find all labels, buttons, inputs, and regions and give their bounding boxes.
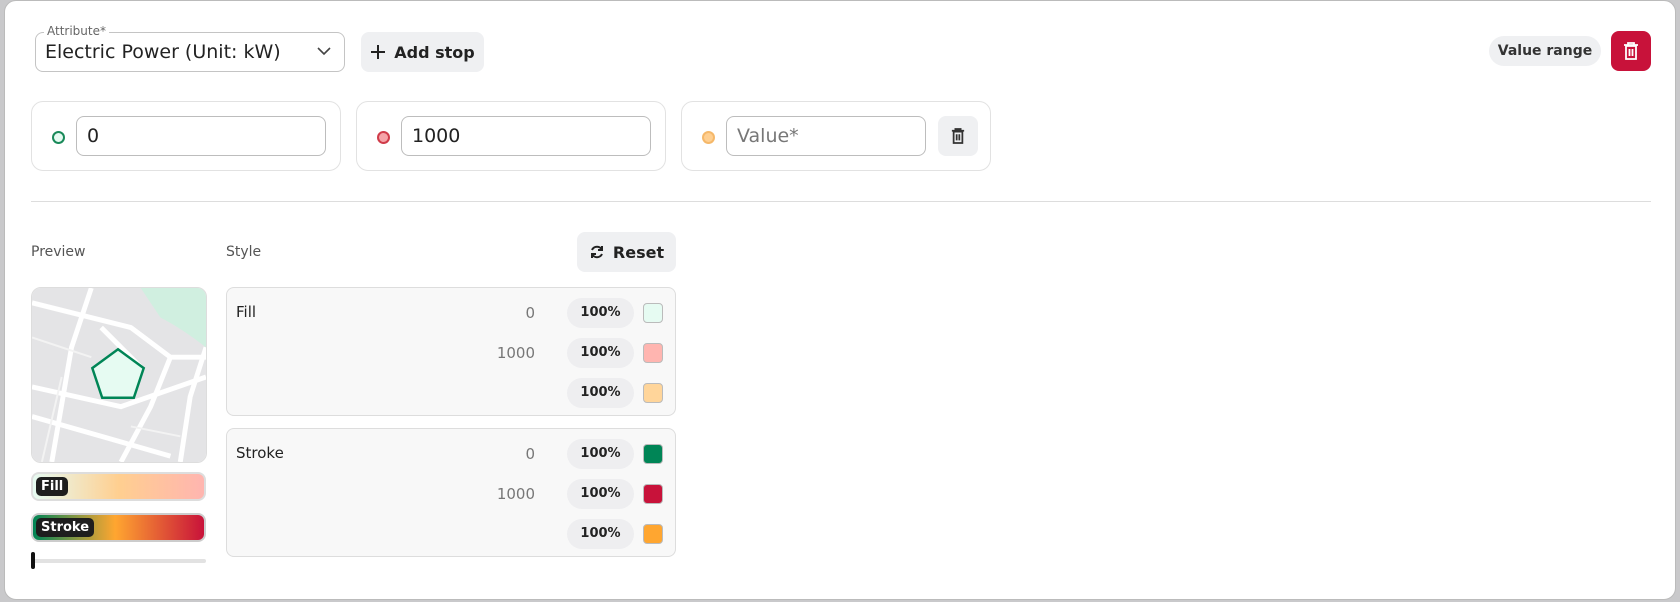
fill-tag: Fill [36,477,69,496]
style-row: 100% [227,378,677,408]
delete-rule-button[interactable] [1611,31,1651,71]
chevron-down-icon [317,47,331,56]
reset-label: Reset [612,242,665,262]
opacity-button[interactable]: 100% [567,338,634,368]
stop-card: 0 [31,101,341,171]
refresh-icon [590,245,603,259]
stop-value-input[interactable]: Value* [726,116,926,156]
trash-icon [1624,42,1638,60]
stop-value: 0 [525,445,535,463]
divider [31,201,1651,202]
fill-gradient-bar: Fill [31,472,206,501]
map-preview [31,287,207,463]
opacity-button[interactable]: 100% [567,439,634,469]
slider-handle[interactable] [31,552,35,569]
stroke-style-panel: Stroke 0 100% 1000 100% 100% [226,428,676,557]
style-row: 1000 100% [227,479,677,509]
stroke-gradient-bar: Stroke [31,513,206,542]
trash-icon [951,128,965,144]
opacity-button[interactable]: 100% [567,298,634,328]
stop-color-dot[interactable] [377,131,390,144]
value-range-badge[interactable]: Value range [1489,36,1601,66]
stop-color-dot[interactable] [702,131,715,144]
value-range-editor-card: Attribute* Electric Power (Unit: kW) Add… [4,0,1676,600]
preview-label: Preview [31,244,86,260]
style-row: 100% [227,519,677,549]
color-swatch[interactable] [643,444,663,464]
stop-card: 1000 [356,101,666,171]
opacity-button[interactable]: 100% [567,479,634,509]
attribute-label: Attribute* [44,24,109,38]
color-swatch[interactable] [643,484,663,504]
stroke-style-label: Stroke [236,444,284,462]
style-label: Style [226,244,262,260]
color-swatch[interactable] [643,343,663,363]
opacity-button[interactable]: 100% [567,378,634,408]
attribute-value: Electric Power (Unit: kW) [45,41,281,63]
polygon-preview-shape [90,347,146,399]
color-swatch[interactable] [643,383,663,403]
stop-card: Value* [681,101,991,171]
style-row: 0 100% [227,298,677,328]
style-row: 1000 100% [227,338,677,368]
add-stop-label: Add stop [394,42,475,62]
preview-slider[interactable] [31,552,206,569]
plus-icon [371,45,386,59]
stop-value-input[interactable]: 0 [76,116,326,156]
stop-value-input[interactable]: 1000 [401,116,651,156]
delete-stop-button[interactable] [938,116,978,156]
stop-color-dot[interactable] [52,131,65,144]
fill-style-panel: Fill 0 100% 1000 100% 100% [226,287,676,416]
stop-value: 1000 [496,344,535,362]
opacity-button[interactable]: 100% [567,519,634,549]
style-row: 0 100% [227,439,677,469]
stop-value: 1000 [496,485,535,503]
add-stop-button[interactable]: Add stop [361,32,484,72]
attribute-select[interactable]: Attribute* Electric Power (Unit: kW) [35,24,345,72]
color-swatch[interactable] [643,524,663,544]
color-swatch[interactable] [643,303,663,323]
stroke-tag: Stroke [36,518,95,537]
stop-value: 0 [525,304,535,322]
fill-style-label: Fill [236,303,257,321]
reset-button[interactable]: Reset [577,232,676,272]
